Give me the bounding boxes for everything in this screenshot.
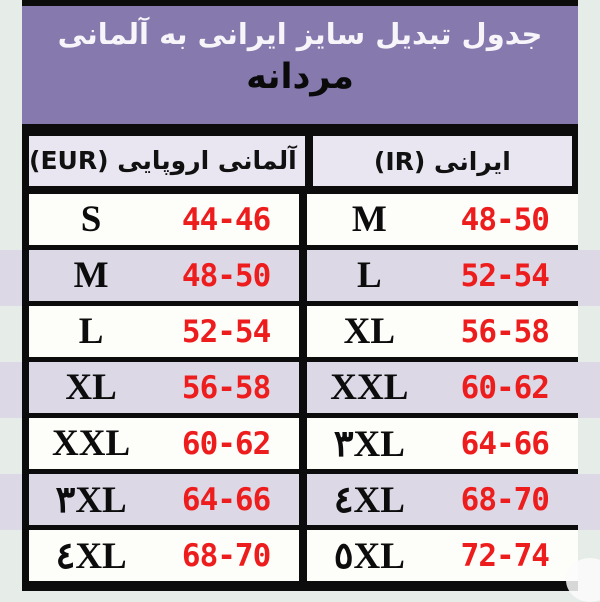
- column-divider: [299, 362, 307, 413]
- eur-size-label: M: [73, 255, 109, 296]
- column-divider: [299, 474, 307, 525]
- eur-cell: ٤XL 68-70: [29, 530, 299, 581]
- table-row: ٤XL 68-70 ٥XL 72-74: [22, 530, 578, 591]
- ir-cell: XL 56-58: [307, 306, 578, 357]
- eur-range-value: 52-54: [181, 313, 271, 350]
- eur-size-label: L: [78, 311, 104, 352]
- eur-size-label: XL: [65, 367, 117, 408]
- ir-range-value: 60-62: [460, 369, 550, 406]
- page-subtitle: مردانه: [246, 57, 354, 97]
- title-banner: جدول تبدیل سایز ایرانی به آلمانی مردانه: [22, 0, 578, 136]
- eur-range-value: 48-50: [181, 257, 271, 294]
- eur-cell: M 48-50: [29, 250, 299, 301]
- table-row: ۳XL 64-66 ٤XL 68-70: [22, 474, 578, 530]
- ir-size-label: XXL: [330, 367, 409, 408]
- column-divider: [299, 418, 307, 469]
- ir-size-label: ٤XL: [333, 479, 405, 521]
- ir-size-label: M: [351, 199, 387, 240]
- eur-size-label: XXL: [52, 423, 131, 464]
- eur-cell: L 52-54: [29, 306, 299, 357]
- watermark-artifact: [566, 558, 600, 602]
- page-title: جدول تبدیل سایز ایرانی به آلمانی: [57, 17, 543, 51]
- column-divider: [304, 136, 313, 186]
- table-header-row: آلمانی اروپایی (EUR) ایرانی (IR): [22, 136, 578, 194]
- eur-size-label: ٤XL: [55, 535, 127, 577]
- column-divider: [299, 250, 307, 301]
- column-header-eur: آلمانی اروپایی (EUR): [29, 146, 297, 175]
- ir-cell: ۳XL 64-66: [307, 418, 578, 469]
- eur-range-value: 60-62: [181, 425, 271, 462]
- ir-cell: XXL 60-62: [307, 362, 578, 413]
- ir-range-value: 72-74: [460, 537, 550, 574]
- ir-cell: ٤XL 68-70: [307, 474, 578, 525]
- eur-size-label: S: [80, 199, 102, 240]
- ir-cell: M 48-50: [307, 194, 578, 245]
- size-conversion-table: آلمانی اروپایی (EUR) ایرانی (IR) S 44-46 M…: [22, 136, 578, 591]
- ir-cell: L 52-54: [307, 250, 578, 301]
- table-row: M 48-50 L 52-54: [22, 250, 578, 306]
- ir-size-label: ٥XL: [333, 535, 405, 577]
- eur-range-value: 68-70: [181, 537, 271, 574]
- eur-cell: XL 56-58: [29, 362, 299, 413]
- table-row: L 52-54 XL 56-58: [22, 306, 578, 362]
- table-body: S 44-46 M 48-50 M 48-50 L 52-54 L 52-54 XL 56-58 XL 5…: [22, 194, 578, 591]
- eur-range-value: 64-66: [181, 481, 271, 518]
- table-row: XXL 60-62 ۳XL 64-66: [22, 418, 578, 474]
- ir-size-label: ۳XL: [333, 423, 405, 465]
- column-divider: [299, 530, 307, 581]
- table-row: XL 56-58 XXL 60-62: [22, 362, 578, 418]
- ir-size-label: L: [356, 255, 382, 296]
- ir-range-value: 68-70: [460, 481, 550, 518]
- eur-range-value: 44-46: [181, 201, 271, 238]
- eur-cell: ۳XL 64-66: [29, 474, 299, 525]
- eur-cell: XXL 60-62: [29, 418, 299, 469]
- eur-cell: S 44-46: [29, 194, 299, 245]
- column-divider: [299, 306, 307, 357]
- column-header-ir: ایرانی (IR): [373, 146, 511, 176]
- ir-range-value: 48-50: [460, 201, 550, 238]
- column-divider: [299, 194, 307, 245]
- ir-range-value: 64-66: [460, 425, 550, 462]
- ir-range-value: 52-54: [460, 257, 550, 294]
- eur-range-value: 56-58: [181, 369, 271, 406]
- table-row: S 44-46 M 48-50: [22, 194, 578, 250]
- ir-range-value: 56-58: [460, 313, 550, 350]
- eur-size-label: ۳XL: [55, 479, 127, 521]
- ir-cell: ٥XL 72-74: [307, 530, 578, 581]
- ir-size-label: XL: [343, 311, 396, 352]
